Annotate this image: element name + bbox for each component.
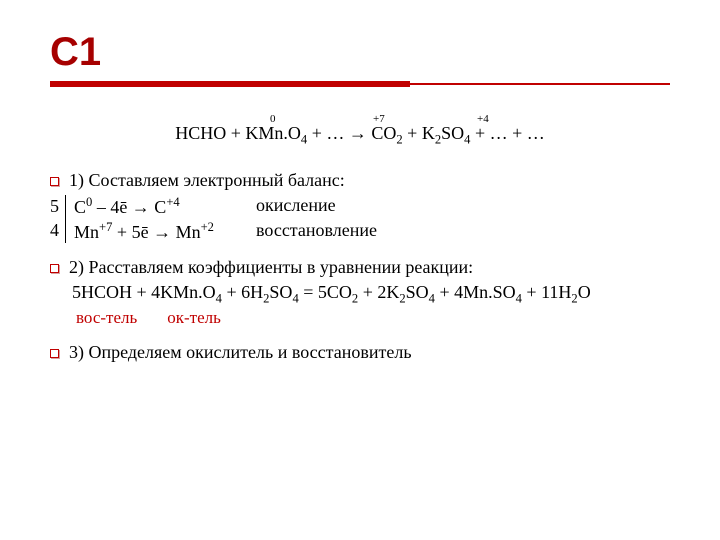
reducer-label: вос-тель xyxy=(76,308,137,328)
bullet-icon xyxy=(50,177,59,186)
coeff-1: 5 xyxy=(50,196,59,217)
step3-text: Определяем окислитель и восстановитель xyxy=(89,342,412,362)
electron-balance: 5 4 C0 – 4ē → C+4 окисление Mn+7 + 5ē → … xyxy=(50,195,670,243)
step-3: 3) Определяем окислитель и восстановител… xyxy=(50,342,670,363)
step-1: 1) Составляем электронный баланс: xyxy=(50,170,670,191)
initial-equation: 0 +7 +4 HCHO + KMn.O4 + … → CO2 + K2SO4 … xyxy=(50,113,670,148)
half-reaction-1: C0 – 4ē → C+4 xyxy=(74,195,242,218)
oxstate-mn: +7 xyxy=(373,113,385,126)
title-rule xyxy=(50,81,670,91)
balance-divider xyxy=(65,195,66,243)
step1-text: Составляем электронный баланс: xyxy=(89,170,345,190)
slide-title: С1 xyxy=(50,30,670,75)
oxstate-co: +4 xyxy=(477,113,489,126)
oxidizer-label: ок-тель xyxy=(167,308,221,328)
bullet-icon xyxy=(50,264,59,273)
reduction-label: восстановление xyxy=(256,220,377,243)
balanced-equation: 5HCOH + 4KMn.O4 + 6H2SO4 = 5CO2 + 2K2SO4… xyxy=(72,282,670,307)
agent-labels: вос-тель ок-тель xyxy=(76,308,670,328)
half-reaction-2: Mn+7 + 5ē → Mn+2 xyxy=(74,220,242,243)
bullet-icon xyxy=(50,349,59,358)
step2-text: Расставляем коэффициенты в уравнении реа… xyxy=(89,257,474,277)
coeff-2: 4 xyxy=(50,220,59,241)
oxidation-label: окисление xyxy=(256,195,336,218)
slide: С1 0 +7 +4 HCHO + KMn.O4 + … → CO2 + K2S… xyxy=(0,0,720,397)
oxstate-c: 0 xyxy=(270,113,276,126)
equation-main: HCHO + KMn.O4 + … → CO2 + K2SO4 + … + … xyxy=(50,123,670,148)
step-2: 2) Расставляем коэффициенты в уравнении … xyxy=(50,257,670,278)
